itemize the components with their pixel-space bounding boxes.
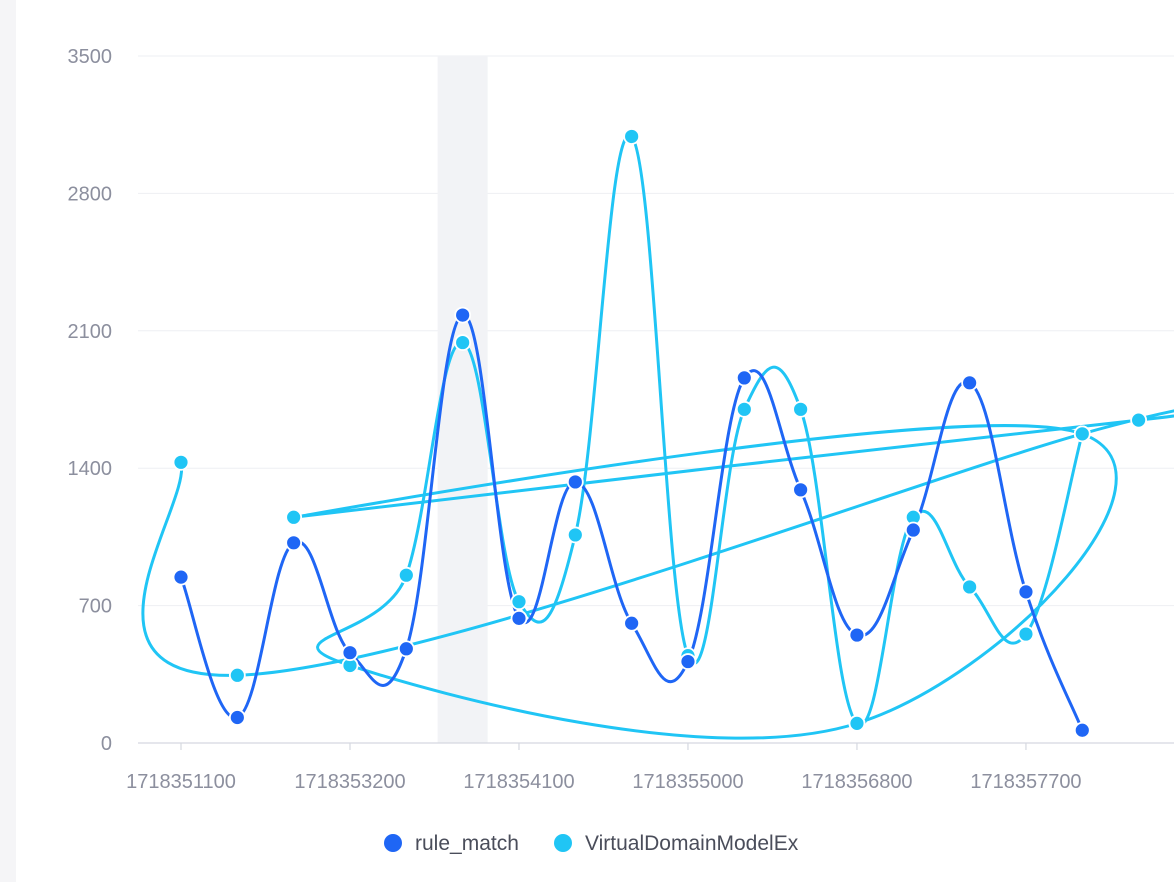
y-tick-label: 3500 xyxy=(68,46,113,68)
x-tick-label: 1718353200 xyxy=(294,771,405,793)
series-line xyxy=(179,313,1084,731)
data-point[interactable] xyxy=(792,481,810,499)
line-chart: 0 700 1400 2100 2800 3500 1718351100 171835320… xyxy=(68,46,1174,855)
series-points xyxy=(172,128,1148,739)
y-tick-label: 700 xyxy=(79,596,112,618)
x-axis-ticks: 1718351100 1718353200 1718354100 1718355000… xyxy=(126,771,1081,793)
x-axis xyxy=(138,742,1174,750)
x-tick-label: 1718356800 xyxy=(801,771,912,793)
data-point[interactable] xyxy=(679,653,697,670)
legend-marker xyxy=(384,834,402,852)
data-point[interactable] xyxy=(623,128,641,145)
data-point[interactable] xyxy=(285,508,303,526)
chart-panel: 0 700 1400 2100 2800 3500 1718351100 171835320… xyxy=(16,0,1174,882)
y-tick-label: 1400 xyxy=(68,458,113,480)
x-tick-label: 1718351100 xyxy=(126,771,236,793)
data-point[interactable] xyxy=(566,526,584,544)
data-point[interactable] xyxy=(397,640,415,658)
data-point[interactable] xyxy=(961,578,979,596)
data-point[interactable] xyxy=(848,714,866,732)
data-point[interactable] xyxy=(848,626,866,644)
data-point[interactable] xyxy=(735,400,753,418)
data-point[interactable] xyxy=(961,374,979,392)
series-lines xyxy=(141,133,1174,740)
data-point[interactable] xyxy=(285,534,303,552)
x-tick-label: 1718357700 xyxy=(970,771,1081,793)
legend-label: rule_match xyxy=(415,832,519,855)
legend-marker xyxy=(554,834,572,852)
data-point[interactable] xyxy=(566,473,584,491)
data-point[interactable] xyxy=(454,306,472,324)
data-point[interactable] xyxy=(792,400,810,418)
data-point[interactable] xyxy=(228,709,246,726)
data-point[interactable] xyxy=(1073,425,1091,443)
x-tick-label: 1718354100 xyxy=(463,771,574,793)
x-tick-label: 1718355000 xyxy=(632,771,743,793)
hover-band xyxy=(437,56,488,743)
data-point[interactable] xyxy=(397,566,415,584)
legend-label: VirtualDomainModelEx xyxy=(585,832,799,855)
y-tick-label: 0 xyxy=(101,733,112,755)
data-point[interactable] xyxy=(172,453,190,471)
data-point[interactable] xyxy=(1017,583,1035,601)
data-point[interactable] xyxy=(904,521,922,539)
data-point[interactable] xyxy=(1073,721,1091,739)
data-point[interactable] xyxy=(1130,411,1148,429)
legend-item[interactable]: VirtualDomainModelEx xyxy=(554,832,799,855)
data-point[interactable] xyxy=(735,369,753,387)
data-point[interactable] xyxy=(172,568,190,586)
series-line xyxy=(141,133,1174,740)
highlight-band xyxy=(437,56,488,743)
y-axis-ticks: 0 700 1400 2100 2800 3500 xyxy=(68,46,113,755)
data-point[interactable] xyxy=(1017,625,1035,643)
data-point[interactable] xyxy=(510,609,528,627)
data-point[interactable] xyxy=(510,593,528,611)
data-point[interactable] xyxy=(341,644,359,662)
y-tick-label: 2800 xyxy=(68,183,113,205)
data-point[interactable] xyxy=(228,666,246,684)
data-point[interactable] xyxy=(454,334,472,351)
y-tick-label: 2100 xyxy=(68,321,113,343)
data-point[interactable] xyxy=(623,614,641,632)
legend-item[interactable]: rule_match xyxy=(384,832,519,855)
legend[interactable]: rule_match VirtualDomainModelEx xyxy=(384,832,799,855)
